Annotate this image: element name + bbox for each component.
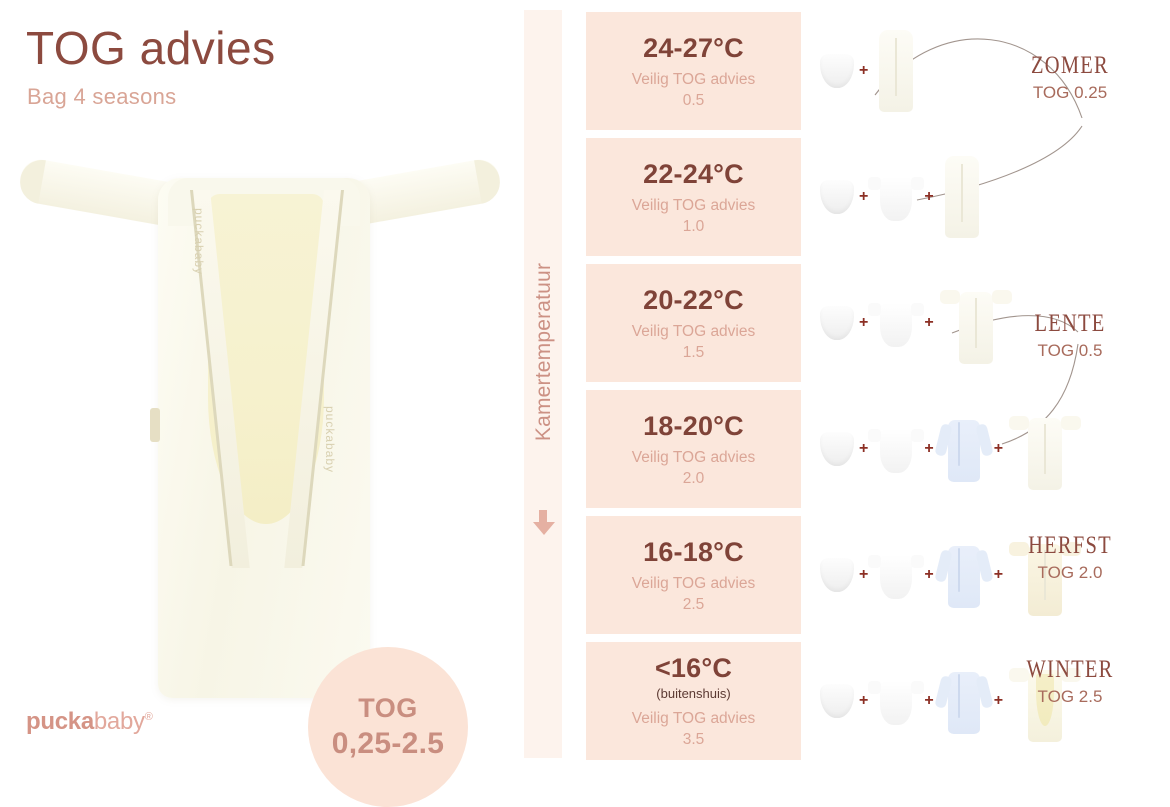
plus-separator: + (993, 692, 1004, 709)
cuff-right-shape (474, 156, 504, 204)
outfit-row: + + + (820, 390, 1082, 508)
season-tog-value: TOG 0.25 (1032, 83, 1108, 102)
plus-separator: + (924, 440, 934, 457)
brand-logo-bold-text: pucka (26, 708, 94, 735)
product-emboss-left-text: puckababy (192, 208, 206, 276)
temperature-cell: 24-27°C Veilig TOG advies 0.5 (586, 12, 801, 130)
sleepbag-warm-icon (1008, 532, 1082, 618)
temperature-cell: 16-18°C Veilig TOG advies 2.5 (586, 516, 801, 634)
temperature-range-label: <16°C (654, 653, 733, 683)
registered-mark-icon: ® (144, 711, 153, 723)
plus-separator: + (859, 692, 869, 709)
plus-separator: + (859, 440, 869, 457)
tog-advice-value: 0.5 (682, 91, 705, 109)
left-panel: TOG advies Bag 4 seasons puckababy pucka… (0, 0, 520, 807)
tog-advice-label: Veilig TOG advies (631, 710, 756, 727)
temperature-range-label: 20-22°C (643, 284, 744, 315)
sleepbag-sleeved-icon (939, 280, 1013, 366)
sleepbag-sleeveless-icon (939, 154, 985, 240)
diaper-icon (820, 430, 854, 468)
temperature-range-label: 18-20°C (643, 410, 744, 441)
brand-logo-light-text: baby (93, 708, 145, 735)
tog-advice-label: Veilig TOG advies (631, 448, 756, 466)
season-name: ZOMER (1031, 52, 1109, 79)
diaper-icon (820, 304, 854, 342)
temperature-cell: 18-20°C Veilig TOG advies 2.0 (586, 390, 801, 508)
diaper-icon (820, 682, 854, 720)
season-name: LENTE (1034, 310, 1106, 337)
plus-separator: + (859, 566, 869, 583)
temperature-cells-column: 24-27°C Veilig TOG advies 0.5 22-24°C Veilig… (586, 12, 801, 760)
product-care-label (150, 408, 160, 442)
page-title: TOG advies (26, 22, 276, 74)
temperature-cell: 22-24°C Veilig TOG advies 1.0 (586, 138, 801, 256)
arrow-down-icon (533, 522, 555, 535)
season-tog-value: TOG 2.5 (1037, 687, 1103, 706)
room-temperature-axis: Kamertemperatuur (524, 10, 562, 758)
tog-advice-label: Veilig TOG advies (631, 574, 756, 592)
plus-separator: + (993, 440, 1004, 457)
tog-advice-label: Veilig TOG advies (631, 322, 756, 340)
cuff-left-shape (16, 156, 46, 204)
pyjama-icon (939, 414, 989, 484)
plus-separator: + (924, 692, 934, 709)
plus-separator: + (859, 188, 869, 205)
tog-range-badge: TOG 0,25-2.5 (308, 647, 468, 807)
plus-separator: + (924, 314, 934, 331)
tog-advice-label: Veilig TOG advies (631, 70, 756, 88)
bodysuit-icon (868, 297, 925, 349)
season-label: HERFST TOG 2.0 (1019, 532, 1121, 584)
tog-badge-title: TOG (358, 693, 418, 723)
plus-separator: + (993, 566, 1004, 583)
product-image-sleeping-bag: puckababy puckababy TOG 0,25-2.5 (10, 150, 510, 807)
sleepbag-open-icon (1008, 658, 1082, 744)
season-name: HERFST (1028, 532, 1112, 559)
season-label: LENTE TOG 0.5 (1027, 310, 1114, 362)
sleepbag-sleeved-icon (1008, 406, 1082, 492)
tog-advice-value: 2.0 (682, 469, 705, 487)
season-tog-value: TOG 0.5 (1037, 341, 1103, 360)
season-tog-value: TOG 2.0 (1037, 563, 1103, 582)
bodysuit-icon (868, 675, 925, 727)
axis-label-kamertemperatuur: Kamertemperatuur (532, 262, 555, 442)
temperature-range-label: 22-24°C (643, 158, 744, 189)
sleepbag-sleeveless-icon (873, 28, 919, 114)
outfit-row: + + (820, 264, 1040, 382)
product-emboss-right-text: puckababy (323, 406, 337, 474)
diaper-icon (820, 52, 854, 90)
tog-advice-value: 2.5 (682, 595, 705, 613)
diaper-icon (820, 178, 854, 216)
outfit-row: + + (820, 138, 1040, 256)
season-label: WINTER TOG 2.5 (1017, 656, 1123, 708)
tog-advice-value: 3.5 (682, 731, 705, 748)
pyjama-icon (939, 666, 989, 736)
season-name: WINTER (1026, 656, 1114, 683)
axis-arrow-stem (539, 510, 547, 524)
tog-advice-label: Veilig TOG advies (631, 196, 756, 214)
bodysuit-icon (868, 171, 925, 223)
temperature-cell: <16°C (buitenshuis) Veilig TOG advies 3.5 (586, 642, 801, 760)
bodysuit-icon (868, 549, 925, 601)
outfit-row: + + + (820, 516, 1082, 634)
pyjama-icon (939, 540, 989, 610)
temperature-note-label: (buitenshuis) (656, 686, 731, 701)
brand-logo: puckababy® (26, 708, 153, 736)
tog-advice-value: 1.0 (682, 217, 705, 235)
outfit-row: + (820, 12, 1040, 130)
season-label: ZOMER TOG 0.25 (1023, 52, 1118, 104)
temperature-range-label: 24-27°C (643, 32, 744, 63)
temperature-range-label: 16-18°C (643, 536, 744, 567)
outfit-row: + + + (820, 642, 1082, 760)
bodysuit-icon (868, 423, 925, 475)
tog-badge-range: 0,25-2.5 (331, 727, 445, 760)
diaper-icon (820, 556, 854, 594)
page-subtitle: Bag 4 seasons (27, 84, 177, 109)
temperature-cell: 20-22°C Veilig TOG advies 1.5 (586, 264, 801, 382)
tog-advice-value: 1.5 (682, 343, 705, 361)
plus-separator: + (859, 314, 869, 331)
plus-separator: + (924, 188, 934, 205)
plus-separator: + (924, 566, 934, 583)
outfit-and-season-column: + + + + + + + + + + + + + + (820, 0, 1170, 768)
plus-separator: + (859, 62, 869, 79)
